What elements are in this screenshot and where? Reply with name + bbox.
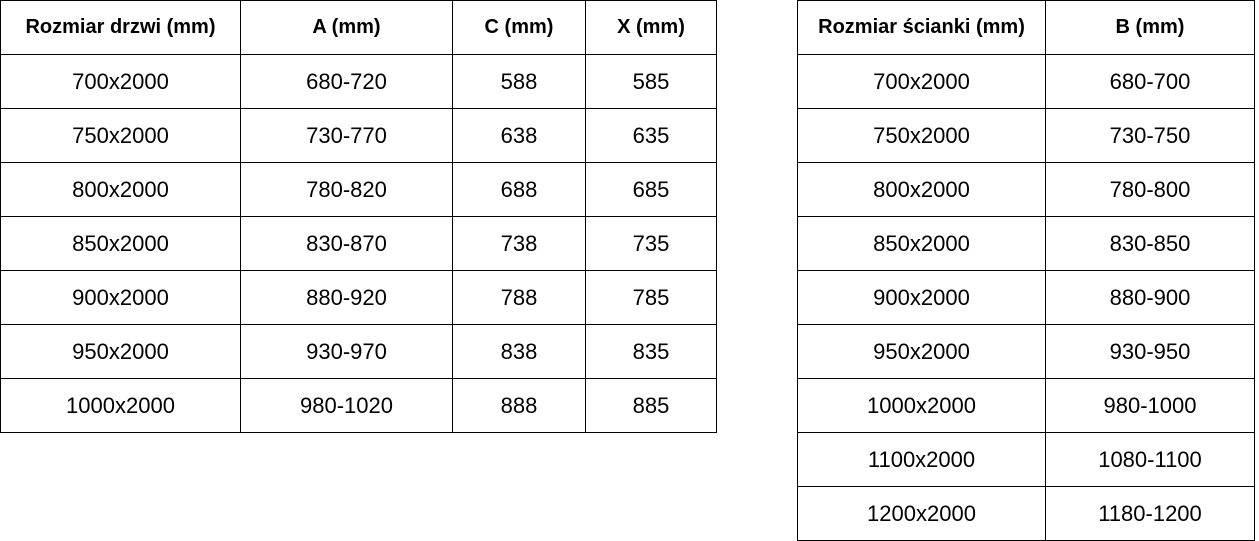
cell-b-value: 830-850 <box>1045 216 1255 271</box>
table-row: 850x2000 830-870 738 735 <box>0 216 717 271</box>
cell-c-value: 588 <box>452 54 586 109</box>
table-row: 750x2000 730-770 638 635 <box>0 108 717 163</box>
cell-wall-size: 950x2000 <box>797 324 1046 379</box>
cell-x-value: 885 <box>585 378 717 433</box>
table-row: 800x2000 780-820 688 685 <box>0 162 717 217</box>
table-row: 900x2000 880-900 <box>797 270 1255 325</box>
table-row: 750x2000 730-750 <box>797 108 1255 163</box>
cell-a-value: 780-820 <box>240 162 453 217</box>
table-row: 1100x2000 1080-1100 <box>797 432 1255 487</box>
wall-table-header: Rozmiar ścianki (mm) B (mm) <box>797 0 1255 55</box>
column-header-b: B (mm) <box>1045 0 1255 55</box>
cell-c-value: 788 <box>452 270 586 325</box>
table-row: 1000x2000 980-1000 <box>797 378 1255 433</box>
column-header-x: X (mm) <box>585 0 717 55</box>
cell-wall-size: 900x2000 <box>797 270 1046 325</box>
cell-b-value: 880-900 <box>1045 270 1255 325</box>
wall-panel-size-table: Rozmiar ścianki (mm) B (mm) 700x2000 680-… <box>797 0 1255 541</box>
cell-b-value: 930-950 <box>1045 324 1255 379</box>
cell-door-size: 700x2000 <box>0 54 241 109</box>
cell-door-size: 800x2000 <box>0 162 241 217</box>
cell-door-size: 1000x2000 <box>0 378 241 433</box>
table-row: 700x2000 680-700 <box>797 54 1255 109</box>
column-header-c: C (mm) <box>452 0 586 55</box>
door-table-body: 700x2000 680-720 588 585 750x2000 730-770 638 6… <box>0 54 717 433</box>
cell-b-value: 780-800 <box>1045 162 1255 217</box>
column-header-a: A (mm) <box>240 0 453 55</box>
cell-x-value: 785 <box>585 270 717 325</box>
cell-c-value: 888 <box>452 378 586 433</box>
cell-a-value: 730-770 <box>240 108 453 163</box>
cell-door-size: 900x2000 <box>0 270 241 325</box>
table-row: 900x2000 880-920 788 785 <box>0 270 717 325</box>
cell-door-size: 750x2000 <box>0 108 241 163</box>
cell-x-value: 635 <box>585 108 717 163</box>
cell-b-value: 980-1000 <box>1045 378 1255 433</box>
cell-c-value: 638 <box>452 108 586 163</box>
cell-wall-size: 1100x2000 <box>797 432 1046 487</box>
column-header-wall-size: Rozmiar ścianki (mm) <box>797 0 1046 55</box>
cell-a-value: 880-920 <box>240 270 453 325</box>
table-row: 1200x2000 1180-1200 <box>797 486 1255 541</box>
cell-c-value: 838 <box>452 324 586 379</box>
table-header-row: Rozmiar drzwi (mm) A (mm) C (mm) X (mm) <box>0 0 717 55</box>
cell-a-value: 680-720 <box>240 54 453 109</box>
cell-wall-size: 700x2000 <box>797 54 1046 109</box>
cell-a-value: 930-970 <box>240 324 453 379</box>
table-row: 850x2000 830-850 <box>797 216 1255 271</box>
cell-c-value: 738 <box>452 216 586 271</box>
cell-x-value: 835 <box>585 324 717 379</box>
table-row: 1000x2000 980-1020 888 885 <box>0 378 717 433</box>
column-header-door-size: Rozmiar drzwi (mm) <box>0 0 241 55</box>
table-row: 800x2000 780-800 <box>797 162 1255 217</box>
cell-x-value: 685 <box>585 162 717 217</box>
cell-c-value: 688 <box>452 162 586 217</box>
cell-wall-size: 1200x2000 <box>797 486 1046 541</box>
door-size-table: Rozmiar drzwi (mm) A (mm) C (mm) X (mm) … <box>0 0 717 433</box>
table-header-row: Rozmiar ścianki (mm) B (mm) <box>797 0 1255 55</box>
cell-b-value: 1080-1100 <box>1045 432 1255 487</box>
table-row: 950x2000 930-970 838 835 <box>0 324 717 379</box>
cell-b-value: 730-750 <box>1045 108 1255 163</box>
cell-x-value: 735 <box>585 216 717 271</box>
cell-a-value: 830-870 <box>240 216 453 271</box>
cell-a-value: 980-1020 <box>240 378 453 433</box>
cell-door-size: 850x2000 <box>0 216 241 271</box>
cell-wall-size: 1000x2000 <box>797 378 1046 433</box>
door-table-header: Rozmiar drzwi (mm) A (mm) C (mm) X (mm) <box>0 0 717 55</box>
wall-table-body: 700x2000 680-700 750x2000 730-750 800x2000 78… <box>797 54 1255 541</box>
table-row: 950x2000 930-950 <box>797 324 1255 379</box>
table-row: 700x2000 680-720 588 585 <box>0 54 717 109</box>
cell-door-size: 950x2000 <box>0 324 241 379</box>
cell-wall-size: 850x2000 <box>797 216 1046 271</box>
cell-b-value: 1180-1200 <box>1045 486 1255 541</box>
cell-wall-size: 800x2000 <box>797 162 1046 217</box>
cell-b-value: 680-700 <box>1045 54 1255 109</box>
cell-wall-size: 750x2000 <box>797 108 1046 163</box>
cell-x-value: 585 <box>585 54 717 109</box>
